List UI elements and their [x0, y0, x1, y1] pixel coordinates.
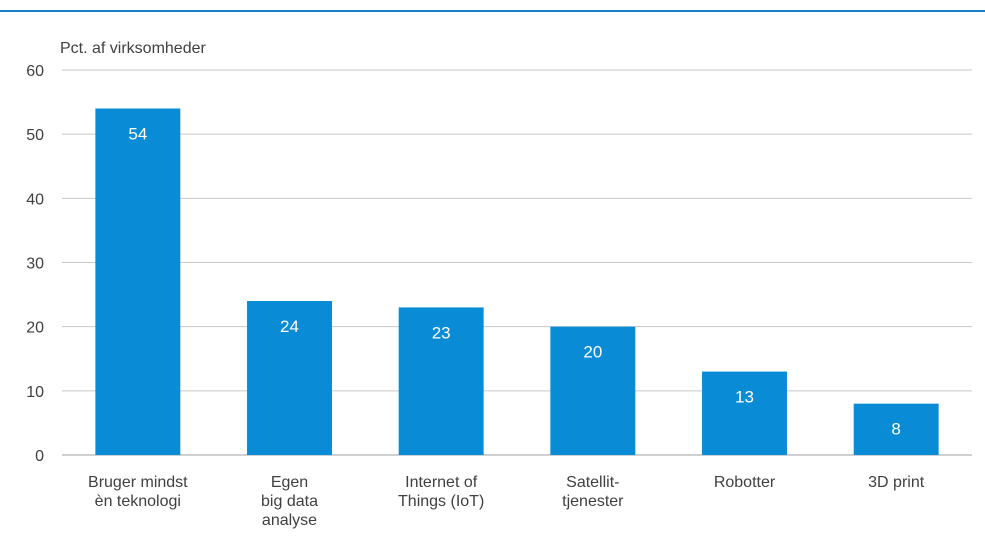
bar — [398, 307, 484, 455]
bar-value-label: 13 — [735, 388, 754, 407]
bar — [247, 301, 332, 455]
category-label: Egen big data analyse — [261, 474, 318, 529]
bars — [95, 108, 939, 455]
bar — [550, 326, 636, 455]
y-tick-label: 30 — [26, 256, 44, 273]
gridlines — [62, 69, 972, 456]
bar — [95, 108, 181, 455]
y-tick-label: 50 — [26, 127, 44, 144]
bar-value-label: 23 — [432, 323, 451, 342]
category-label: Internet of Things (IoT) — [398, 474, 484, 510]
y-axis-ticks: 0 10 20 30 40 50 60 — [26, 63, 44, 465]
bar — [702, 371, 787, 455]
bar — [853, 403, 939, 455]
category-label: Robotter — [714, 474, 776, 491]
y-tick-label: 20 — [26, 320, 44, 337]
y-tick-label: 40 — [26, 191, 44, 208]
bar-value-label: 8 — [891, 420, 900, 439]
category-label: Satellit-tjenester — [562, 474, 624, 510]
bar-value-label: 24 — [280, 317, 299, 336]
value-labels: 54 24 23 20 13 8 — [128, 125, 901, 439]
y-tick-label: 0 — [35, 448, 44, 465]
category-label: Bruger mindst èn teknologi — [88, 474, 188, 510]
bar-value-label: 20 — [583, 343, 602, 362]
y-tick-label: 60 — [26, 63, 44, 80]
y-tick-label: 10 — [26, 384, 44, 401]
bar-value-label: 54 — [128, 125, 147, 144]
y-axis-unit-label: Pct. af virksomheder — [60, 40, 207, 57]
category-labels: Bruger mindst èn teknologi Egen big data ana… — [88, 474, 925, 529]
category-label: 3D print — [868, 474, 925, 491]
header-rule — [0, 10, 985, 12]
